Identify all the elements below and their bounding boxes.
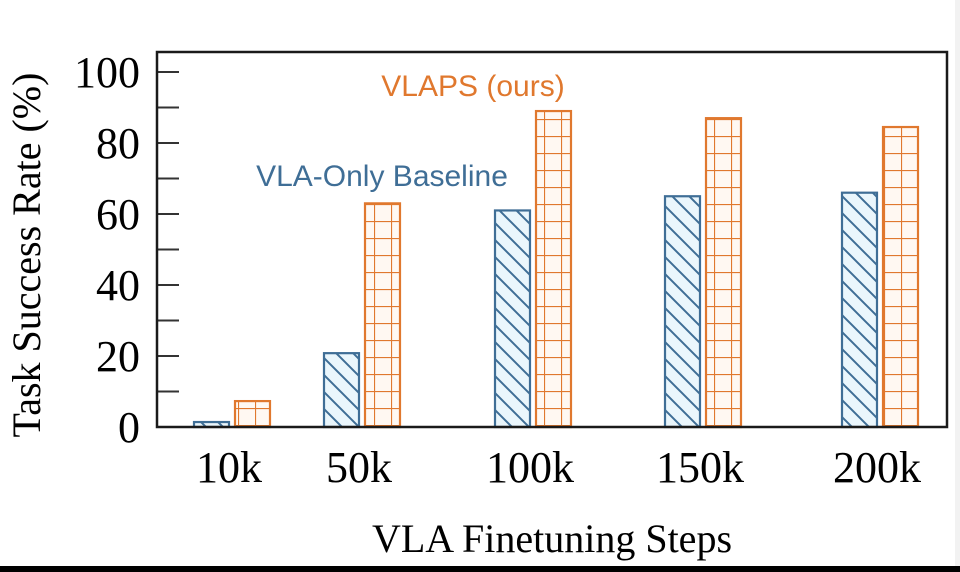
x-tick-label: 10k [196,443,262,492]
annotation-vlaps: VLAPS (ours) [381,70,564,103]
y-tick-label: 0 [118,403,140,452]
x-tick-label: 150k [656,443,744,492]
x-tick-label: 200k [833,443,921,492]
bar-vla-only-100k [493,209,532,429]
y-tick-label: 40 [96,261,140,310]
y-tick-label: 80 [96,119,140,168]
x-ticks: 10k 50k 100k 150k 200k [196,443,921,492]
y-tick-label: 20 [96,332,140,381]
bar-vla-only-150k [663,195,702,429]
window-edge [955,0,960,566]
bar-vlaps-200k [881,125,920,429]
y-axis-label-group: Task Success Rate (%) [4,73,49,438]
bar-vlaps-50k [363,202,402,429]
x-tick-label: 50k [326,443,392,492]
bar-vla-only-200k [840,191,879,429]
bar-vla-only-50k [322,352,361,429]
bar-vlaps-100k [534,109,573,429]
x-tick-label: 100k [486,443,574,492]
bottom-border [0,566,960,572]
y-tick-label: 60 [96,190,140,239]
annotation-vla-only-baseline: VLA-Only Baseline [256,160,508,193]
y-tick-label: 100 [74,48,140,97]
plot-frame [155,50,949,429]
y-ticks: 0 20 40 60 80 100 [74,48,179,452]
bars [192,109,920,429]
y-axis-label: Task Success Rate (%) [4,73,49,438]
x-axis-label: VLA Finetuning Steps [372,516,732,561]
bar-vlaps-150k [704,117,743,429]
bar-vlaps-10k [233,399,272,429]
